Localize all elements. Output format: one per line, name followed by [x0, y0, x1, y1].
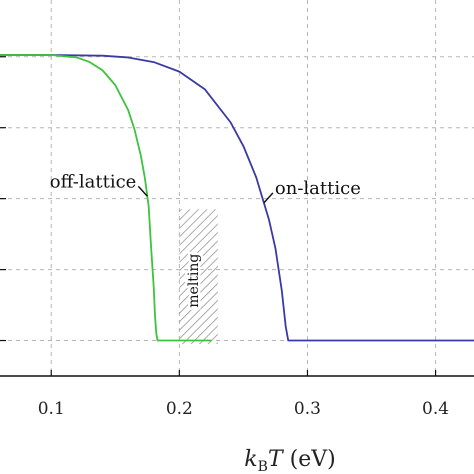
annotation-on-lattice: on-lattice	[275, 178, 361, 199]
x-axis-title-unit: (eV)	[283, 447, 336, 472]
series-lines	[0, 54, 474, 342]
annotation-leader	[137, 185, 148, 197]
x-axis-title-var: k	[244, 447, 257, 472]
x-axis-title-sub: B	[258, 459, 268, 474]
x-axis-title-var2: T	[268, 447, 285, 472]
x-tick-label: 0.4	[422, 399, 449, 419]
x-tick-label: 0.1	[38, 399, 65, 419]
melting-hatch	[179, 209, 218, 345]
melting-region: melting	[179, 209, 218, 345]
x-tick-label: 0.3	[294, 399, 321, 419]
series-line-off-lattice	[0, 54, 212, 342]
melting-label: melting	[186, 254, 202, 308]
annotation-leader	[263, 192, 274, 204]
axes: 0.1 0.2 0.3 0.4	[0, 56, 474, 419]
annotation-off-lattice: off-lattice	[50, 171, 137, 192]
annotations: on-lattice off-lattice	[50, 171, 361, 204]
x-tick-label: 0.2	[166, 399, 193, 419]
series-line-on-lattice	[0, 54, 474, 342]
x-axis-title: kBT (eV)	[244, 447, 335, 474]
